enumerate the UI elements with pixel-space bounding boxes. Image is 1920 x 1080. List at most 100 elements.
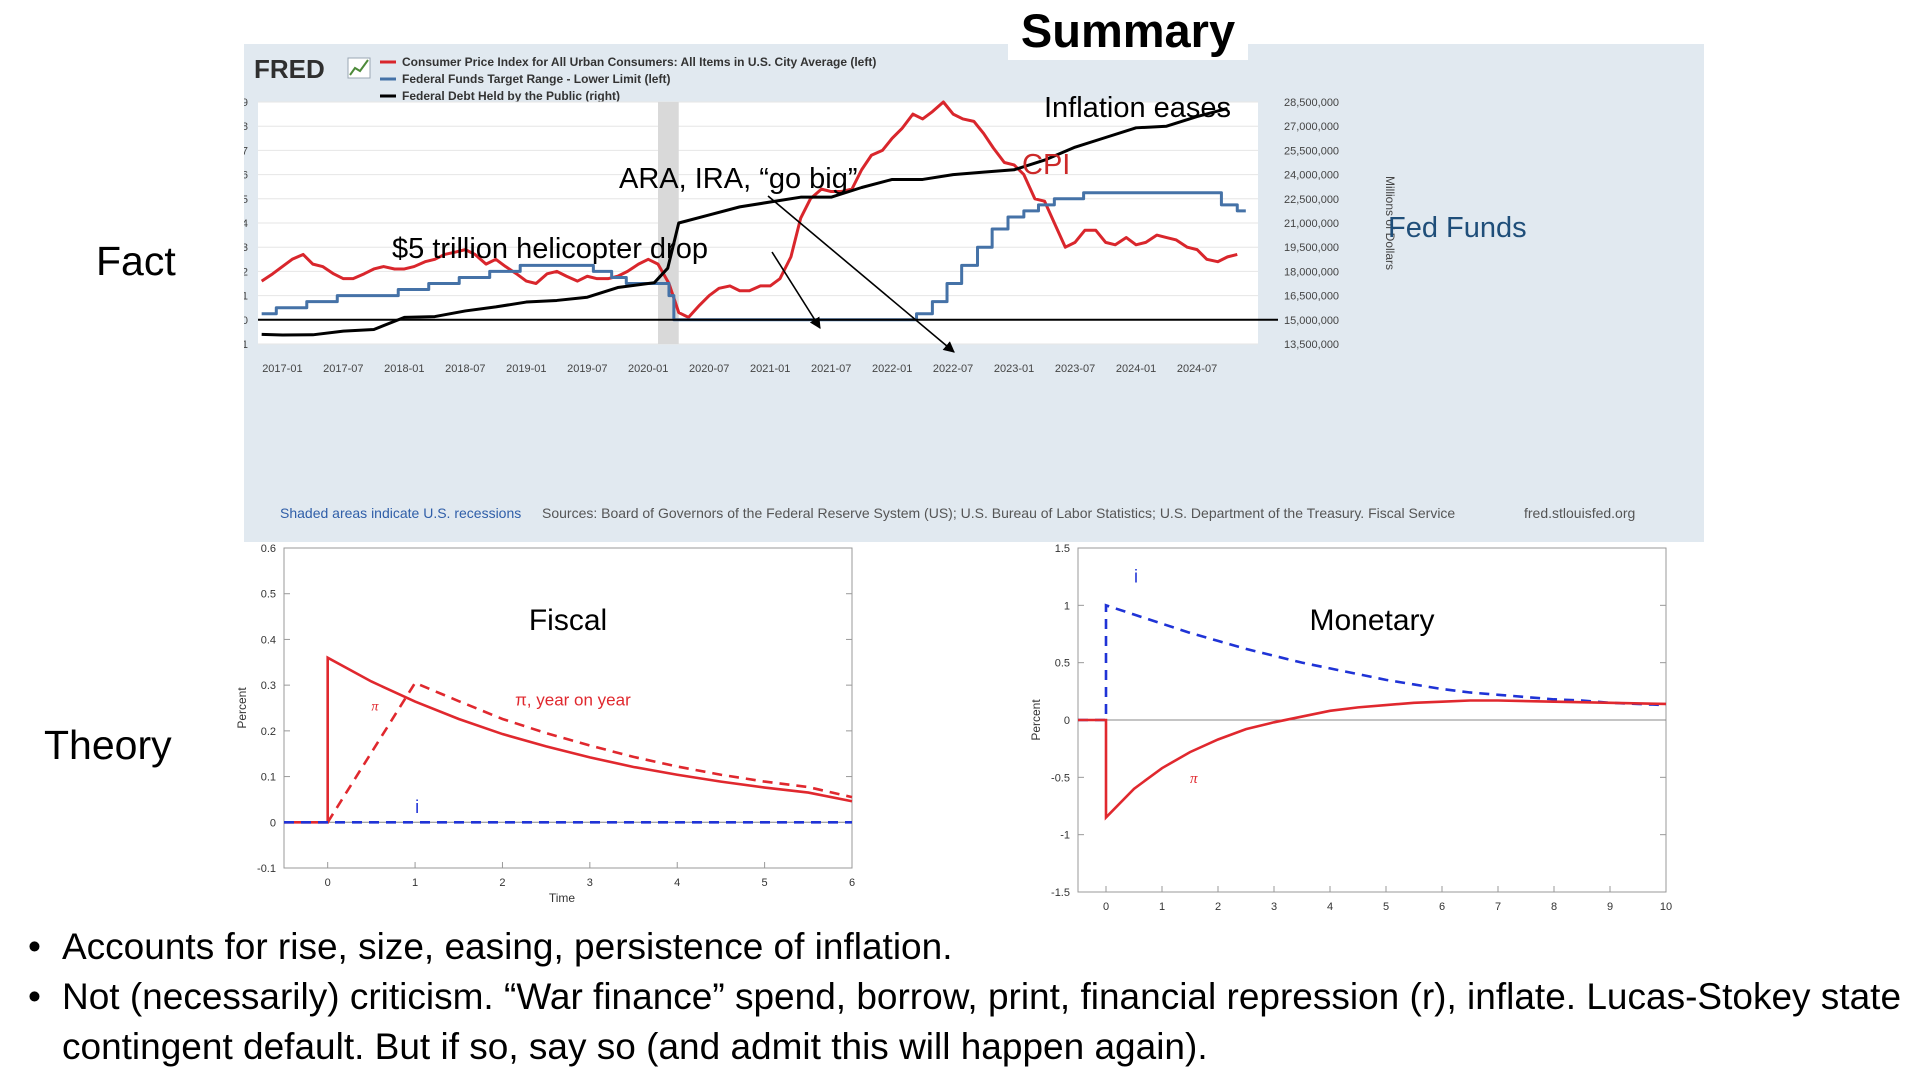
y-tick-left: 8	[244, 121, 248, 133]
chart-title: Monetary	[1309, 604, 1434, 637]
x-tick: 4	[674, 877, 680, 889]
federal-debt-line	[261, 107, 1228, 337]
x-tick: 10	[1660, 901, 1672, 913]
y-tick: -1	[1060, 830, 1070, 842]
x-tick: 0	[325, 877, 331, 889]
arrow-helicopter-drop	[771, 251, 821, 329]
x-tick: 2	[1215, 901, 1221, 913]
y-tick-right: 28,500,000	[1284, 97, 1339, 109]
x-tick: 7	[1495, 901, 1501, 913]
annotation-inflation-eases: Inflation eases	[1044, 92, 1231, 124]
x-axis-label: Time	[549, 891, 576, 905]
annotation-i: i	[415, 797, 419, 817]
series-line	[1078, 699, 1667, 821]
x-tick: 2019-01	[506, 363, 546, 375]
y-tick: -1.5	[1051, 887, 1070, 899]
x-tick: 2023-07	[1055, 363, 1095, 375]
y-tick-right: 18,000,000	[1284, 266, 1339, 278]
y-tick-left: 9	[244, 97, 248, 109]
x-tick: 2021-01	[750, 363, 790, 375]
x-tick: 2021-07	[811, 363, 851, 375]
annotation-fed-funds: Fed Funds	[1388, 212, 1527, 244]
series-line	[1078, 603, 1667, 722]
plot-frame	[283, 547, 853, 869]
x-tick: 8	[1551, 901, 1557, 913]
y-tick: 0.3	[261, 680, 276, 692]
y-tick-left: 1	[244, 291, 248, 303]
y-tick-left: 5	[244, 194, 248, 206]
footer-fred-url: fred.stlouisfed.org	[1524, 505, 1635, 521]
y-tick-left: 7	[244, 145, 248, 157]
cpi-line	[260, 100, 1238, 319]
y-tick: 0.4	[261, 634, 276, 646]
y-tick: -0.5	[1051, 772, 1070, 784]
legend-item: Consumer Price Index for All Urban Consu…	[402, 55, 876, 69]
annotation-pi-yoy: π, year on year	[515, 691, 631, 710]
x-tick: 5	[762, 877, 768, 889]
series-line	[284, 655, 853, 824]
bullet-dot-icon: •	[28, 976, 41, 1017]
x-tick: 4	[1327, 901, 1333, 913]
x-tick: 3	[587, 877, 593, 889]
x-tick: 2019-07	[567, 363, 607, 375]
x-tick: 5	[1383, 901, 1389, 913]
y-axis-label: Percent	[1029, 699, 1043, 741]
annotation-ara-ira: ARA, IRA, “go big”	[619, 163, 858, 195]
bullet-item: • Not (necessarily) criticism. “War finan…	[28, 972, 1908, 1072]
y-axis-label-right: Millions of Dollars	[1383, 176, 1397, 270]
x-tick: 1	[412, 877, 418, 889]
y-tick-left: 6	[244, 170, 248, 182]
y-tick-right: 25,500,000	[1284, 145, 1339, 157]
footer-sources: Sources: Board of Governors of the Feder…	[542, 505, 1455, 521]
y-tick-right: 19,500,000	[1284, 242, 1339, 254]
annotation-helicopter-drop: $5 trillion helicopter drop	[392, 233, 708, 265]
y-tick-left: -1	[244, 339, 248, 351]
annotation-i: i	[1134, 566, 1138, 586]
x-tick: 2017-07	[323, 363, 363, 375]
y-tick: 0	[270, 817, 276, 829]
fiscal-chart: -0.1 0 0.1 0.2 0.3 0.4 0.5 0.6 0 1 2 3 4 5 6 Percent Tim…	[235, 543, 855, 905]
y-tick-left: 4	[244, 218, 248, 230]
y-tick-right: 22,500,000	[1284, 194, 1339, 206]
bullet-text: Accounts for rise, size, easing, persist…	[62, 926, 953, 967]
y-tick: 0.6	[261, 543, 276, 555]
y-tick: 0	[1064, 715, 1070, 727]
y-tick-left: 3	[244, 242, 248, 254]
x-tick: 2017-01	[262, 363, 302, 375]
annotation-pi: π	[1190, 771, 1198, 787]
series-line	[326, 681, 853, 823]
y-tick-left: 2	[244, 266, 248, 278]
y-tick: 1.5	[1055, 543, 1070, 555]
x-tick: 2022-01	[872, 363, 912, 375]
x-tick: 3	[1271, 901, 1277, 913]
x-tick: 2024-01	[1116, 363, 1156, 375]
y-tick: 0.5	[261, 589, 276, 601]
fred-logo-text: FRED	[254, 54, 325, 84]
y-tick-right: 21,000,000	[1284, 218, 1339, 230]
y-tick-right: 13,500,000	[1284, 339, 1339, 351]
bullet-item: • Accounts for rise, size, easing, persis…	[28, 922, 1908, 972]
x-tick: 6	[849, 877, 855, 889]
bullet-text: Not (necessarily) criticism. “War financ…	[62, 976, 1902, 1067]
y-tick: 0.1	[261, 772, 276, 784]
fred-chart-panel: FRED Consumer Price Index for All Urban …	[244, 44, 1704, 542]
x-tick: 6	[1439, 901, 1445, 913]
x-tick: 1	[1159, 901, 1165, 913]
legend-item: Federal Funds Target Range - Lower Limit…	[402, 72, 670, 86]
annotation-pi: π	[371, 699, 379, 714]
x-tick: 0	[1103, 901, 1109, 913]
fred-logo-graph-icon	[347, 57, 371, 79]
fred-logo: FRED	[254, 54, 371, 84]
x-tick: 2020-07	[689, 363, 729, 375]
y-tick: 1	[1064, 600, 1070, 612]
fred-chart: FRED Consumer Price Index for All Urban …	[244, 54, 1635, 521]
x-tick: 2024-07	[1177, 363, 1217, 375]
theory-label: Theory	[44, 722, 172, 768]
y-tick-right: 27,000,000	[1284, 121, 1339, 133]
arrow-ara-ira	[767, 195, 955, 353]
bullet-list: • Accounts for rise, size, easing, persis…	[28, 922, 1908, 1072]
x-tick: 2023-01	[994, 363, 1034, 375]
y-tick-left: 0	[244, 315, 248, 327]
y-tick-right: 16,500,000	[1284, 291, 1339, 303]
y-tick: 0.5	[1055, 658, 1070, 670]
